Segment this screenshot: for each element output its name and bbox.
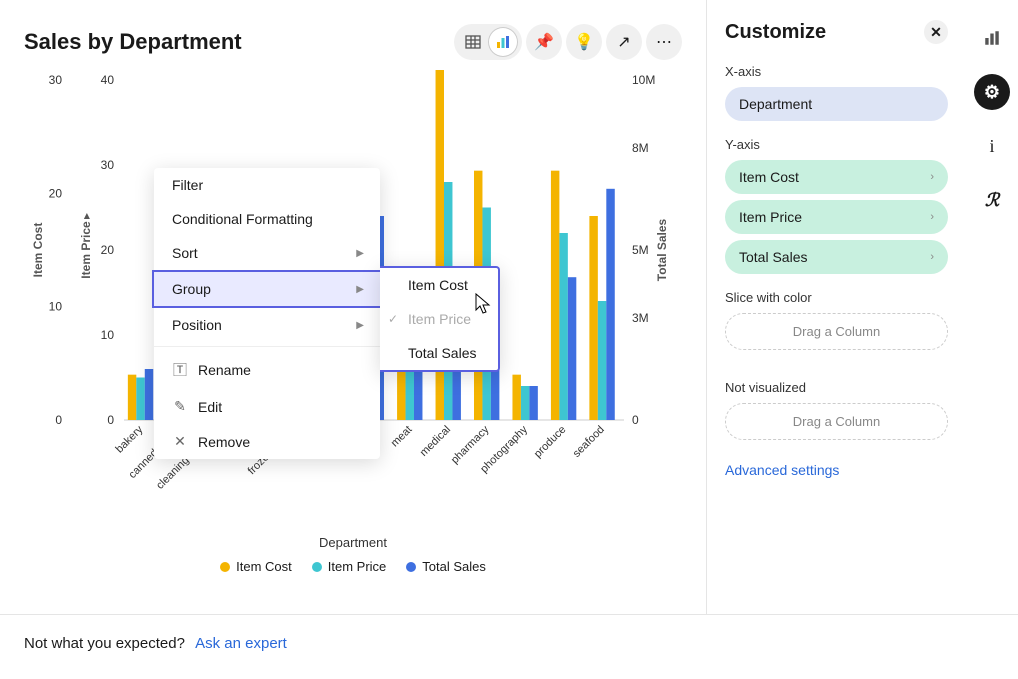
legend-item: Item Cost (220, 559, 292, 574)
check-icon: ✓ (388, 312, 398, 326)
more-icon: ⋯ (656, 32, 672, 52)
rail-chart[interactable] (974, 20, 1010, 56)
svg-text:30: 30 (49, 73, 63, 87)
legend-item: Total Sales (406, 559, 486, 574)
ctx-edit[interactable]: ✎Edit (154, 389, 380, 424)
yaxis-pill-itemprice[interactable]: Item Price› (725, 200, 948, 234)
ctx-group-itemprice: ✓Item Price (380, 302, 498, 336)
xaxis-pill[interactable]: Department (725, 87, 948, 121)
ctx-group[interactable]: Group▶ (152, 270, 380, 308)
svg-text:seafood: seafood (571, 424, 607, 460)
edit-icon: ✎ (172, 398, 188, 415)
yaxis-pill-itemcost[interactable]: Item Cost› (725, 160, 948, 194)
view-toggle (454, 24, 522, 60)
separator (154, 346, 380, 347)
context-submenu-group: Item Cost ✓Item Price Total Sales (380, 266, 500, 372)
customize-panel: Customize ✕ X-axis Department Y-axis Ite… (706, 0, 966, 614)
svg-text:20: 20 (49, 186, 63, 200)
yaxis-pill-totalsales[interactable]: Total Sales› (725, 240, 948, 274)
svg-text:30: 30 (101, 158, 115, 172)
svg-text:40: 40 (101, 73, 115, 87)
svg-text:0: 0 (107, 413, 114, 427)
panel-title: Customize (725, 21, 826, 44)
ctx-conditional-formatting[interactable]: Conditional Formatting (154, 202, 380, 236)
x-axis-title: Department (24, 535, 682, 550)
svg-text:10: 10 (101, 328, 115, 342)
svg-text:10: 10 (49, 300, 63, 314)
svg-text:Total Sales: Total Sales (655, 218, 669, 281)
notviz-label: Not visualized (725, 380, 948, 395)
chart-area: 010203001020304003M5M8M10MItem CostItem … (24, 70, 682, 580)
svg-text:20: 20 (101, 243, 115, 257)
svg-text:produce: produce (532, 424, 569, 461)
chart-view-button[interactable] (488, 27, 518, 57)
pin-button[interactable]: 📌 (526, 24, 562, 60)
ctx-rename[interactable]: 🅃Rename (154, 351, 380, 389)
xaxis-label: X-axis (725, 64, 948, 79)
close-icon: ✕ (930, 24, 942, 41)
r-icon: ℛ (985, 190, 999, 211)
slice-label: Slice with color (725, 290, 948, 305)
info-icon: i (989, 136, 994, 157)
chart-icon (495, 34, 511, 50)
rail-settings[interactable]: ⚙ (974, 74, 1010, 110)
svg-text:medical: medical (418, 424, 453, 459)
table-view-button[interactable] (458, 27, 488, 57)
ctx-group-totalsales[interactable]: Total Sales (380, 336, 498, 370)
page-title: Sales by Department (24, 29, 242, 55)
rename-icon: 🅃 (172, 360, 188, 380)
right-rail: ⚙ i ℛ (966, 0, 1018, 614)
toolbar: 📌 💡 ↗ ⋯ (454, 24, 682, 60)
footer: Not what you expected? Ask an expert (0, 615, 1018, 672)
svg-text:Item Price: Item Price (79, 221, 93, 279)
slice-dropzone[interactable]: Drag a Column (725, 313, 948, 350)
main-area: Sales by Department 📌 💡 ↗ ⋯ 0 10 20 30 0 10 20… (0, 0, 706, 614)
yaxis-label: Y-axis (725, 137, 948, 152)
svg-text:0: 0 (55, 413, 62, 427)
legend-item: Item Price (312, 559, 387, 574)
svg-text:3M: 3M (632, 311, 649, 325)
svg-text:Item Cost: Item Cost (31, 223, 45, 278)
svg-text:meat: meat (389, 424, 415, 450)
svg-text:▸: ▸ (79, 213, 93, 219)
rail-info[interactable]: i (974, 128, 1010, 164)
chevron-right-icon: › (930, 211, 934, 223)
pin-icon: 📌 (534, 32, 554, 52)
rail-r[interactable]: ℛ (974, 182, 1010, 218)
legend: Item Cost Item Price Total Sales (24, 559, 682, 574)
chevron-right-icon: ▶ (356, 284, 364, 295)
share-icon: ↗ (617, 32, 630, 52)
gear-icon: ⚙ (984, 82, 1000, 103)
notviz-dropzone[interactable]: Drag a Column (725, 403, 948, 440)
more-button[interactable]: ⋯ (646, 24, 682, 60)
svg-text:0: 0 (632, 413, 639, 427)
svg-text:8M: 8M (632, 141, 649, 155)
chevron-right-icon: ▶ (356, 248, 364, 259)
ctx-position[interactable]: Position▶ (154, 308, 380, 342)
ctx-sort: Sort▶ (154, 236, 380, 270)
svg-text:bakery: bakery (114, 423, 146, 455)
svg-text:5M: 5M (632, 243, 649, 257)
chevron-right-icon: › (930, 171, 934, 183)
chevron-right-icon: ▶ (356, 320, 364, 331)
ctx-remove[interactable]: ✕Remove (154, 424, 380, 459)
insight-button[interactable]: 💡 (566, 24, 602, 60)
svg-text:10M: 10M (632, 73, 655, 87)
advanced-settings-link[interactable]: Advanced settings (725, 462, 839, 478)
chevron-right-icon: › (930, 251, 934, 263)
remove-icon: ✕ (172, 433, 188, 450)
ctx-filter[interactable]: Filter (154, 168, 380, 202)
table-icon (465, 34, 481, 50)
context-menu: Filter Conditional Formatting Sort▶ Grou… (154, 168, 380, 459)
bulb-icon: 💡 (574, 32, 594, 52)
ctx-group-itemcost[interactable]: Item Cost (380, 268, 498, 302)
ask-expert-link[interactable]: Ask an expert (195, 635, 287, 652)
close-button[interactable]: ✕ (924, 20, 948, 44)
chart-icon (983, 29, 1001, 47)
footer-text: Not what you expected? (24, 635, 185, 652)
share-button[interactable]: ↗ (606, 24, 642, 60)
